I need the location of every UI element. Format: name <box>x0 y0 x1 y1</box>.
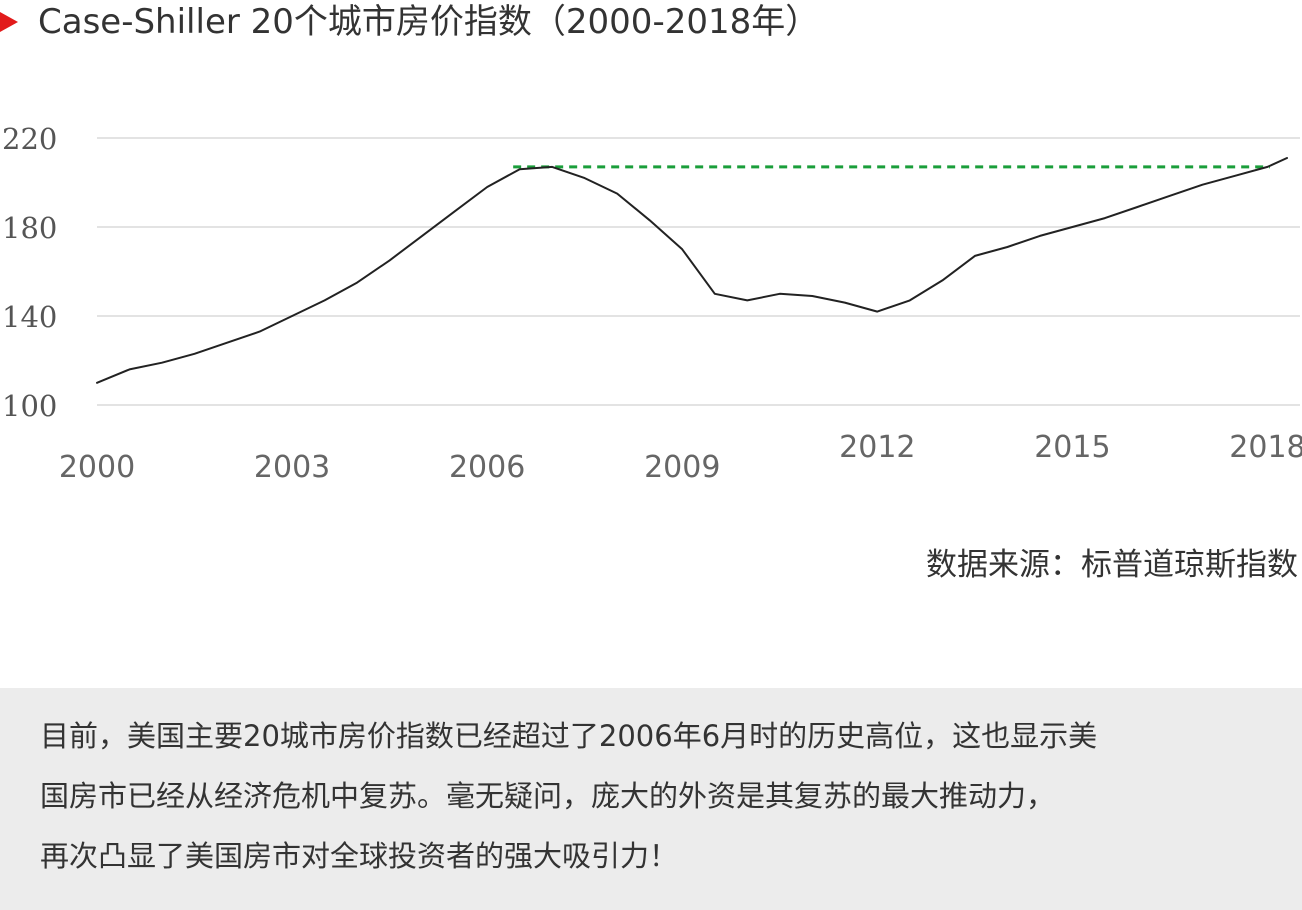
y-axis-ticks: 100 140 180 220 <box>2 122 57 423</box>
y-tick-label: 220 <box>2 122 57 156</box>
series-line-1 <box>96 157 1288 384</box>
chart-title: Case-Shiller 20个城市房价指数（2000-2018年） <box>38 2 820 42</box>
y-tick-label: 100 <box>2 389 57 423</box>
caption-line-1: 目前，美国主要20城市房价指数已经超过了2006年6月时的历史高位，这也显示美 <box>40 719 1098 753</box>
line-chart: 100 140 180 220 2000 2003 2006 2009 2012 2015 201… <box>2 122 1302 485</box>
y-tick-label: 180 <box>2 211 57 245</box>
x-tick-label: 2003 <box>254 450 330 485</box>
caption-line-2: 国房市已经从经济危机中复苏。毫无疑问，庞大的外资是其复苏的最大推动力， <box>40 779 1056 813</box>
x-tick-label: 2009 <box>644 450 720 485</box>
title-row: Case-Shiller 20个城市房价指数（2000-2018年） <box>0 0 1302 48</box>
caption-line-3: 再次凸显了美国房市对全球投资者的强大吸引力！ <box>40 839 679 873</box>
gridlines <box>97 137 1300 406</box>
title-marker-icon <box>0 12 18 32</box>
x-tick-label: 2012 <box>839 430 915 465</box>
x-axis-ticks: 2000 2003 2006 2009 2012 2015 2018 <box>59 430 1302 485</box>
caption-box <box>0 688 1302 910</box>
x-tick-label: 2006 <box>449 450 525 485</box>
series-group <box>96 157 1288 384</box>
x-tick-label: 2018 <box>1229 430 1302 465</box>
x-tick-label: 2015 <box>1034 430 1110 465</box>
caption-text: 目前，美国主要20城市房价指数已经超过了2006年6月时的历史高位，这也显示美 … <box>40 706 1290 886</box>
x-tick-label: 2000 <box>59 450 135 485</box>
y-tick-label: 140 <box>2 300 57 334</box>
data-source-note: 数据来源：标普道琼斯指数 <box>926 547 1298 583</box>
